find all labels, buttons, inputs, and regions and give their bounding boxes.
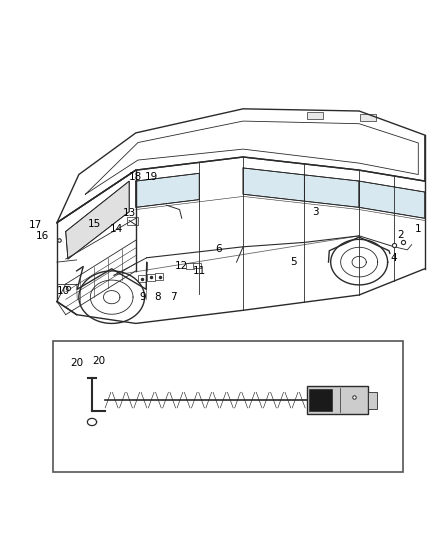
- Bar: [193, 263, 201, 268]
- Text: 15: 15: [88, 219, 101, 229]
- Polygon shape: [66, 181, 129, 259]
- Text: 20: 20: [92, 356, 105, 366]
- Text: 12: 12: [175, 261, 188, 271]
- Text: 18: 18: [129, 172, 142, 182]
- Text: 8: 8: [154, 292, 161, 302]
- Bar: [147, 274, 155, 280]
- Text: 17: 17: [29, 220, 42, 230]
- Text: 19: 19: [145, 172, 158, 182]
- Text: 7: 7: [170, 292, 177, 302]
- Text: 14: 14: [110, 224, 123, 235]
- Text: 1: 1: [415, 224, 422, 235]
- Text: 5: 5: [290, 257, 297, 267]
- Text: 6: 6: [215, 244, 223, 254]
- Text: 16: 16: [36, 231, 49, 241]
- Bar: [186, 263, 194, 269]
- Text: 10: 10: [57, 286, 70, 296]
- Text: 2: 2: [397, 230, 404, 240]
- Bar: [368, 392, 377, 409]
- Polygon shape: [136, 173, 199, 207]
- Polygon shape: [359, 181, 425, 219]
- Text: 20: 20: [70, 359, 83, 368]
- Text: 13: 13: [123, 208, 136, 218]
- Text: 4: 4: [391, 253, 398, 263]
- Polygon shape: [304, 175, 359, 207]
- Polygon shape: [243, 168, 304, 201]
- Bar: [155, 273, 163, 280]
- Bar: [307, 386, 368, 414]
- Bar: [53, 341, 403, 472]
- Bar: [309, 390, 332, 411]
- Bar: [307, 112, 323, 119]
- Text: 11: 11: [193, 266, 206, 276]
- Text: 9: 9: [139, 292, 146, 302]
- Bar: [138, 275, 146, 282]
- Bar: [127, 217, 138, 225]
- Text: 3: 3: [312, 207, 319, 217]
- Bar: [360, 114, 376, 121]
